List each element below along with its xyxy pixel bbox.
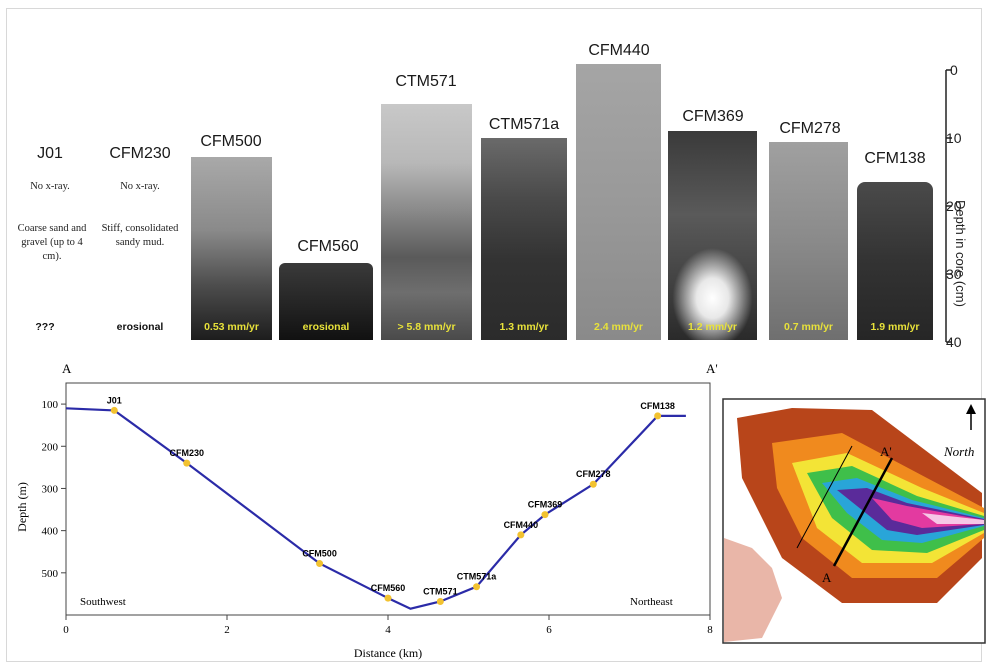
core-label-cfm440: CFM440	[588, 42, 650, 59]
core-depth-axis-label: Depth in core (cm)	[953, 200, 968, 307]
core-label-cfm560: CFM560	[297, 238, 359, 255]
station-label: CFM138	[640, 401, 675, 411]
map-section-end-label: A'	[880, 444, 892, 459]
section-start-label: A	[62, 361, 72, 376]
station-label: CFM500	[302, 549, 337, 559]
station-label: CFM230	[169, 448, 204, 458]
core-label-ctm571: CTM571	[395, 73, 457, 90]
station-marker	[589, 480, 597, 488]
profile-plot-frame	[65, 382, 711, 616]
station-label: CTM571	[423, 587, 458, 597]
profile-x-tick-label: 6	[546, 624, 552, 636]
core-label-cfm138: CFM138	[864, 150, 926, 167]
station-marker	[183, 459, 191, 467]
profile-x-axis-label: Distance (km)	[354, 646, 422, 660]
station-marker	[517, 531, 525, 539]
station-label: CFM560	[371, 583, 406, 593]
station-label: CFM278	[576, 469, 611, 479]
station-label: J01	[107, 395, 122, 405]
core-depth-tick-10: 10	[946, 130, 962, 146]
core-image-cfm369	[668, 131, 757, 340]
profile-y-tick-label: 100	[42, 399, 59, 411]
core-image-cfm560	[279, 263, 373, 340]
land-patch	[724, 538, 782, 642]
core-rate-ctm571a: 1.3 mm/yr	[499, 321, 549, 333]
core-depth-tick-20: 20	[946, 198, 962, 214]
core-label-cfm278: CFM278	[779, 120, 841, 137]
core-rate-cfm369: 1.2 mm/yr	[687, 321, 738, 333]
region-northeast: Northeast	[630, 596, 673, 608]
core-depth-tick-40: 40	[946, 334, 962, 350]
core-depth-axis	[945, 69, 952, 343]
core-rate-cfm560: erosional	[302, 321, 350, 333]
core-rate-cfm440: 2.4 mm/yr	[593, 321, 644, 333]
core-rate-cfm230: erosional	[116, 321, 164, 333]
bathymetric-profile: 100 200 300 400 500 0 2 4 6 8 J01 CFM230 CFM500 CFM…	[15, 361, 718, 660]
core-label-j01: J01	[37, 145, 63, 162]
map-section-start-label: A	[822, 570, 832, 585]
north-label: North	[943, 444, 974, 459]
core-rate-ctm571: > 5.8 mm/yr	[397, 321, 456, 333]
core-note-cfm230-xray: No x-ray.	[120, 181, 160, 192]
core-depth-tick-0: 0	[950, 62, 958, 78]
profile-y-tick-label: 400	[42, 526, 59, 538]
core-image-cfm278	[769, 142, 848, 340]
core-image-cfm138	[857, 182, 933, 340]
inset-map: A' A North	[722, 398, 986, 644]
core-image-cfm440	[576, 64, 661, 340]
core-image-ctm571	[381, 104, 472, 340]
core-rate-cfm138: 1.9 mm/yr	[870, 321, 920, 333]
station-marker	[541, 511, 549, 519]
core-label-cfm369: CFM369	[682, 108, 744, 125]
station-marker	[316, 560, 324, 568]
station-label: CFM369	[528, 500, 563, 510]
core-rate-cfm500: 0.53 mm/yr	[204, 321, 259, 333]
station-marker	[110, 406, 118, 414]
core-rate-j01: ???	[35, 321, 55, 333]
profile-y-axis-label: Depth (m)	[15, 482, 29, 532]
region-southwest: Southwest	[80, 596, 126, 608]
section-line	[832, 457, 894, 567]
profile-x-tick-label: 4	[385, 624, 391, 636]
core-depth-tick-30: 30	[946, 266, 962, 282]
profile-x-tick-label: 8	[707, 624, 713, 636]
station-marker	[436, 598, 444, 606]
core-label-cfm230: CFM230	[109, 145, 171, 162]
core-note-j01-description: Coarse sand and gravel (up to 4 cm).	[17, 223, 87, 262]
profile-x-tick-label: 0	[63, 624, 69, 636]
core-label-ctm571a: CTM571a	[488, 116, 560, 133]
profile-x-tick-label: 2	[224, 624, 230, 636]
core-rate-cfm278: 0.7 mm/yr	[783, 321, 834, 333]
core-image-cfm500	[191, 157, 272, 340]
station-marker	[473, 583, 481, 591]
core-note-cfm230-description: Stiff, consolidated sandy mud.	[101, 223, 179, 248]
section-end-label: A'	[706, 361, 718, 376]
station-marker	[654, 412, 662, 420]
profile-y-tick-label: 300	[42, 483, 59, 495]
station-label: CFM440	[504, 520, 539, 530]
station-marker	[384, 594, 392, 602]
core-note-j01-xray: No x-ray.	[30, 181, 70, 192]
station-label: CTM571a	[457, 572, 498, 582]
profile-line	[65, 407, 686, 610]
core-image-ctm571a	[481, 138, 567, 340]
profile-y-tick-label: 200	[42, 441, 59, 453]
profile-y-tick-label: 500	[42, 568, 59, 580]
core-label-cfm500: CFM500	[200, 133, 262, 150]
